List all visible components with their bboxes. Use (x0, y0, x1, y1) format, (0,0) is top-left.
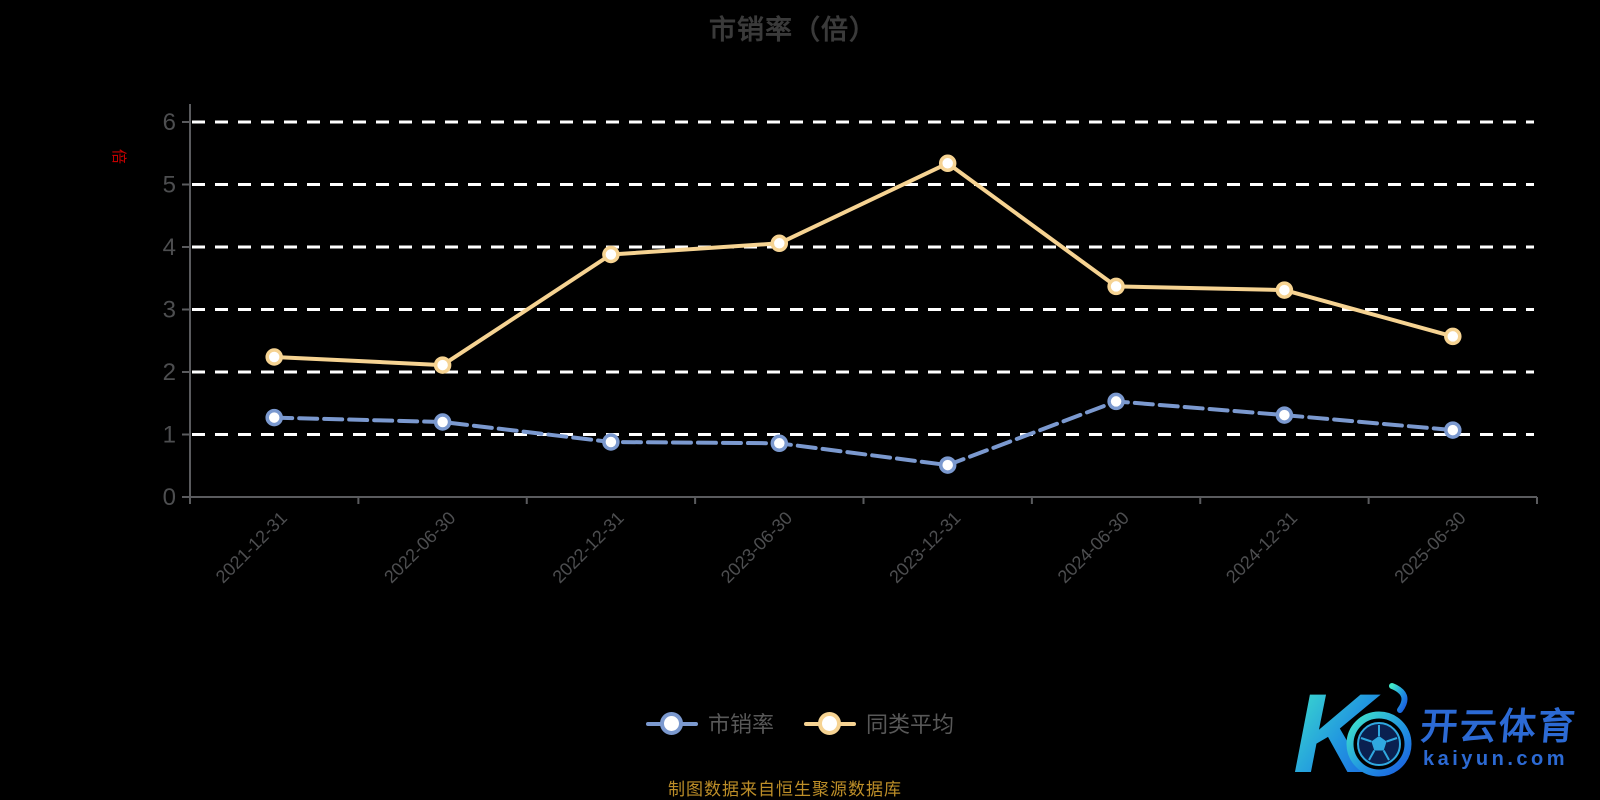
data-point (602, 245, 620, 264)
data-point (602, 433, 620, 451)
legend-dot-icon (818, 711, 841, 735)
logo-text-block: 开云体育 kaiyun.com (1413, 660, 1598, 794)
y-tick-labels: 0 1 2 3 4 5 6 (163, 109, 176, 511)
data-point (1107, 392, 1125, 411)
data-point (770, 434, 789, 453)
data-point (1275, 406, 1294, 424)
axes (182, 104, 1538, 504)
data-point (1107, 277, 1125, 296)
data-source-note: 制图数据来自恒生聚源数据库 (668, 780, 902, 799)
svg-text:2025-06-30: 2025-06-30 (1390, 508, 1469, 587)
legend-line-marker-icon (645, 710, 698, 737)
svg-text:2021-12-31: 2021-12-31 (212, 508, 291, 587)
svg-text:2022-06-30: 2022-06-30 (380, 508, 459, 587)
legend-label-peer-average: 同类平均 (866, 712, 955, 737)
data-point (265, 348, 283, 366)
data-point (1444, 421, 1462, 439)
logo-brand-text: 开云体育 (1418, 706, 1579, 747)
svg-text:6: 6 (163, 109, 176, 136)
data-point (770, 234, 789, 253)
legend-item-peer-average[interactable]: 同类平均 (804, 707, 954, 739)
svg-text:4: 4 (163, 234, 176, 261)
data-point (265, 408, 283, 427)
svg-text:2023-12-31: 2023-12-31 (885, 508, 964, 587)
page-title: 市销率（倍） (709, 15, 877, 45)
legend: 市销率 同类平均 (0, 708, 1600, 738)
logo-swirl (1389, 683, 1408, 713)
data-point (938, 154, 957, 173)
svg-text:1: 1 (163, 422, 176, 449)
svg-text:0: 0 (163, 484, 176, 511)
svg-text:2: 2 (163, 359, 176, 386)
svg-text:2023-06-30: 2023-06-30 (717, 508, 796, 587)
data-point (938, 456, 957, 474)
series-市销率 (265, 392, 1462, 474)
data-point (433, 413, 452, 431)
legend-line-marker-icon (804, 710, 856, 737)
kaiyun-logo[interactable]: K 开云体育 kaiyun.com (1293, 660, 1598, 794)
kaiyun-logo-mark: K (1293, 671, 1412, 794)
svg-text:3: 3 (163, 297, 176, 324)
svg-text:2024-06-30: 2024-06-30 (1054, 508, 1133, 587)
football-icon (1357, 722, 1401, 766)
legend-label-psr: 市销率 (707, 712, 774, 737)
data-point (1444, 327, 1462, 346)
logo-domain-text: kaiyun.com (1423, 748, 1569, 770)
data-point (1275, 281, 1294, 299)
legend-item-psr[interactable]: 市销率 (645, 707, 774, 739)
x-tick-labels: 2021-12-31 2022-06-30 2022-12-31 2023-06-30… (212, 508, 1470, 587)
y-gridlines (192, 120, 1534, 436)
svg-text:5: 5 (163, 172, 176, 199)
svg-text:2024-12-31: 2024-12-31 (1222, 508, 1301, 587)
series-同类平均 (265, 154, 1462, 374)
data-point (433, 356, 452, 374)
svg-text:2022-12-31: 2022-12-31 (549, 508, 628, 587)
legend-dot-icon (659, 711, 683, 735)
